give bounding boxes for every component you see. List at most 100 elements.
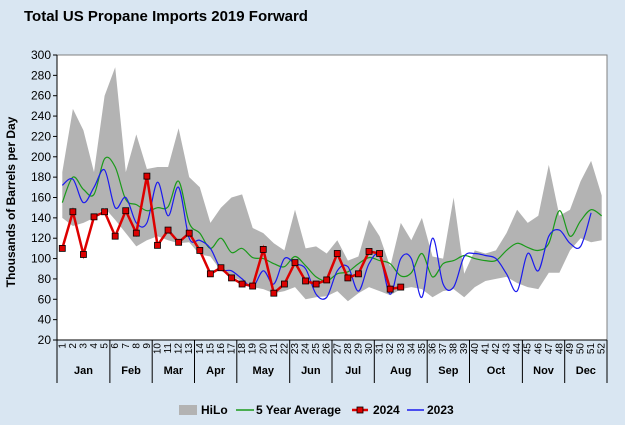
week-label: 9: [142, 343, 153, 349]
month-label: Feb: [121, 365, 141, 377]
y-axis-title: Thousands of Barrels per Day: [4, 116, 18, 287]
legend-avg-label: 5 Year Average: [256, 403, 341, 417]
week-label: 36: [427, 343, 438, 355]
series-2024-point: [291, 259, 299, 267]
month-label: Jul: [345, 365, 361, 377]
week-label: 26: [322, 343, 333, 355]
legend-2024-marker: [356, 406, 364, 414]
week-label: 8: [131, 343, 142, 349]
week-label: 16: [216, 343, 227, 355]
week-label: 42: [491, 343, 502, 355]
y-tick-label: 40: [38, 313, 52, 327]
series-2024-point: [80, 251, 87, 258]
week-label: 2: [68, 343, 79, 349]
y-axis: 20 40 60 80 100 120 140 160 180 200 220 240 260 280 30…: [31, 48, 58, 347]
series-2024-point: [333, 250, 341, 257]
series-2024-point: [365, 248, 373, 255]
week-label: 13: [184, 343, 195, 355]
week-label: 46: [533, 343, 544, 355]
week-label: 43: [502, 343, 513, 355]
week-label: 14: [195, 343, 206, 355]
week-label: 49: [565, 343, 576, 355]
y-tick-label: 60: [38, 292, 52, 306]
series-2024-point: [154, 241, 161, 249]
legend-hilo-swatch: [179, 405, 197, 415]
series-2024-point: [386, 285, 394, 293]
month-label: Oct: [487, 365, 506, 377]
y-tick-label: 80: [38, 272, 52, 286]
week-label: 12: [174, 343, 185, 355]
y-tick-label: 20: [38, 333, 52, 347]
week-label: 34: [406, 343, 417, 355]
week-label: 4: [89, 343, 100, 349]
week-label: 37: [438, 343, 449, 355]
month-label: Jun: [301, 365, 321, 377]
week-label: 27: [332, 343, 343, 355]
week-label: 28: [343, 343, 354, 355]
series-2024-point: [206, 270, 214, 278]
y-tick-label: 140: [31, 211, 51, 225]
week-label: 31: [375, 343, 386, 355]
week-label: 30: [364, 343, 375, 355]
legend: HiLo 5 Year Average 2024 2023: [179, 403, 454, 417]
week-label: 10: [152, 343, 163, 355]
hilo-area: [62, 67, 602, 302]
week-label: 5: [100, 343, 111, 349]
week-label: 48: [554, 343, 565, 355]
y-tick-label: 220: [31, 129, 51, 143]
y-tick-label: 200: [31, 150, 51, 164]
series-2024-point: [312, 280, 320, 288]
week-label: 47: [544, 343, 555, 355]
series-2024-point: [143, 172, 151, 180]
series-2024-point: [58, 244, 66, 252]
week-label: 22: [279, 343, 290, 355]
week-label: 50: [576, 343, 587, 355]
week-label: 20: [258, 343, 269, 355]
legend-2023-label: 2023: [427, 403, 454, 417]
series-2024-point: [196, 247, 204, 254]
series-2024-point: [122, 207, 130, 215]
month-label: Apr: [206, 365, 226, 377]
series-2024-point: [344, 274, 352, 282]
series-2024-point: [101, 208, 108, 216]
y-tick-label: 160: [31, 191, 51, 205]
month-label: Mar: [164, 365, 184, 377]
month-label: Dec: [576, 365, 596, 377]
week-label: 45: [523, 343, 534, 355]
series-2024-point: [132, 229, 140, 237]
x-axis: 1 2 3 4 5 6 7 8 9 10 11 12 13 14 15 16 17 18 19 20 21 22 23 24 2…: [56, 339, 608, 383]
week-label: 6: [110, 343, 121, 349]
series-2024-point: [111, 232, 119, 240]
week-label: 41: [480, 343, 491, 355]
week-label: 11: [163, 343, 174, 354]
series-2024-point: [90, 213, 98, 221]
week-label: 15: [205, 343, 216, 355]
series-2024-point: [376, 250, 383, 257]
y-tick-label: 240: [31, 109, 51, 123]
y-tick-label: 120: [31, 231, 51, 245]
week-label: 33: [396, 343, 407, 355]
chart-title: Total US Propane Imports 2019 Forward: [24, 8, 308, 25]
week-label: 24: [301, 343, 312, 355]
series-2024-point: [185, 229, 193, 237]
week-label: 52: [597, 343, 608, 355]
week-label: 38: [449, 343, 460, 355]
y-tick-label: 100: [31, 252, 51, 266]
week-label: 3: [78, 343, 89, 349]
week-label: 39: [459, 343, 470, 355]
month-label: Sep: [438, 365, 458, 377]
y-tick-label: 260: [31, 89, 51, 103]
week-label: 19: [248, 343, 259, 355]
month-label: May: [253, 365, 275, 377]
legend-2024-label: 2024: [373, 403, 400, 417]
month-label: Aug: [390, 365, 411, 377]
week-label: 25: [311, 343, 322, 355]
week-label: 21: [269, 343, 280, 355]
week-label: 1: [57, 343, 68, 349]
series-2024-point: [259, 246, 267, 253]
series-2024-point: [281, 280, 288, 288]
week-label: 29: [353, 343, 364, 355]
week-label: 51: [586, 343, 597, 355]
series-2024-point: [217, 264, 225, 272]
